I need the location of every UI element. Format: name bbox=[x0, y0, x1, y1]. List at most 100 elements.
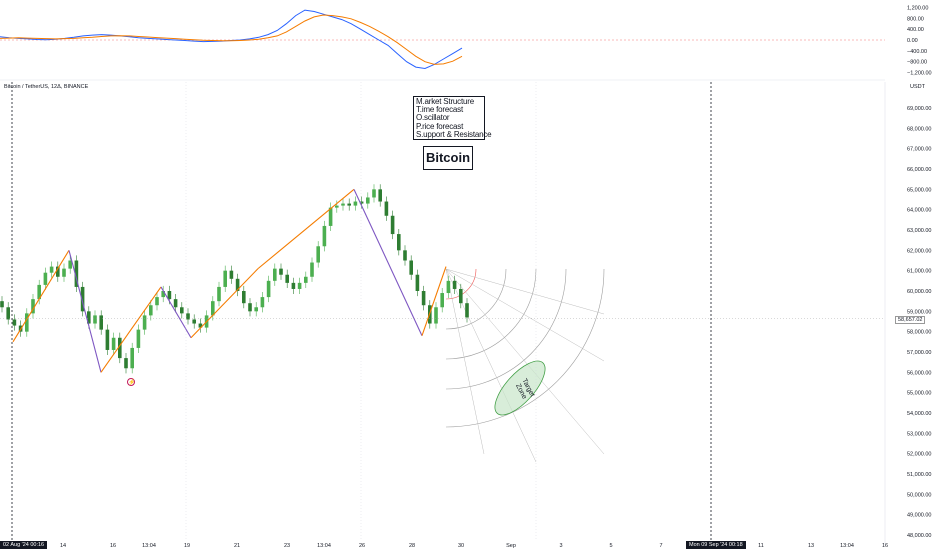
candle-body bbox=[211, 301, 215, 316]
candle-body bbox=[43, 272, 48, 285]
candle-body bbox=[459, 288, 463, 304]
candle-body bbox=[49, 266, 54, 273]
candle-body bbox=[372, 189, 376, 198]
x-tick-label: 28 bbox=[409, 543, 415, 549]
candle-body bbox=[304, 276, 308, 283]
candle-body bbox=[198, 323, 203, 328]
oscillator-tick: −400.00 bbox=[907, 49, 927, 55]
candle-body bbox=[440, 293, 444, 308]
price-tick-label: 65,000.00 bbox=[907, 187, 931, 193]
candle-body bbox=[341, 203, 345, 206]
annotation-line: T.ime forecast bbox=[416, 105, 463, 115]
x-tick-label: 7 bbox=[659, 543, 662, 549]
wave-segment bbox=[100, 286, 162, 373]
candle-body bbox=[87, 311, 91, 324]
oscillator-tick: 800.00 bbox=[907, 16, 924, 22]
fan-arc bbox=[445, 268, 537, 360]
last-price-badge: 58,657.02 bbox=[895, 316, 926, 324]
candle-body bbox=[248, 303, 252, 312]
candle-body bbox=[434, 307, 438, 324]
annotation-line: S.upport & Resistance bbox=[416, 129, 492, 139]
candle-body bbox=[378, 189, 382, 202]
price-tick-label: 61,000.00 bbox=[907, 269, 931, 275]
candle-body bbox=[192, 319, 196, 324]
candle-body bbox=[149, 305, 153, 316]
time-axis: 14 16 13:04 19 21 23 13:04 26 28 30 Sep 3 5 7 11 13 13:0… bbox=[11, 82, 888, 549]
wave-segment bbox=[12, 250, 70, 343]
candle-body bbox=[62, 268, 66, 277]
fibonacci-fan bbox=[445, 268, 605, 463]
candle-body bbox=[105, 329, 110, 350]
candle-body bbox=[279, 268, 283, 275]
x-tick-label: 21 bbox=[234, 543, 240, 549]
candle-body bbox=[403, 250, 407, 261]
candle-body bbox=[291, 282, 296, 289]
price-tick-label: 68,000.00 bbox=[907, 126, 931, 132]
price-tick-label: 64,000.00 bbox=[907, 208, 931, 214]
candlestick-series bbox=[0, 184, 469, 374]
candle-body bbox=[173, 299, 178, 308]
wave-segment bbox=[421, 266, 447, 336]
candle-body bbox=[229, 270, 234, 279]
x-tick-label: 14 bbox=[60, 543, 66, 549]
x-tick-label: 13 bbox=[808, 543, 814, 549]
annotation-box: M.arket Structure T.ime forecast O.scill… bbox=[413, 96, 492, 140]
x-tick-label: 16 bbox=[110, 543, 116, 549]
candle-body bbox=[161, 291, 165, 298]
x-tick-label: 26 bbox=[359, 543, 365, 549]
wave-segment bbox=[353, 189, 423, 336]
oscillator-tick: −800.00 bbox=[907, 60, 927, 66]
price-tick-label: 66,000.00 bbox=[907, 167, 931, 173]
candle-body bbox=[465, 303, 469, 318]
candle-body bbox=[155, 297, 159, 306]
candle-body bbox=[397, 234, 401, 251]
candle-body bbox=[297, 282, 302, 289]
candle-body bbox=[421, 291, 426, 306]
candle-body bbox=[118, 337, 122, 359]
oscillator-tick: −1,200.00 bbox=[907, 71, 932, 77]
candle-body bbox=[74, 260, 79, 287]
price-tick-label: 54,000.00 bbox=[907, 411, 931, 417]
candle-body bbox=[136, 329, 141, 348]
x-tick-label: 13:04 bbox=[840, 543, 854, 549]
wave-segment bbox=[68, 250, 102, 373]
candle-body bbox=[242, 291, 246, 304]
candle-body bbox=[31, 299, 35, 314]
candle-body bbox=[384, 201, 389, 216]
x-tick-label: 11 bbox=[758, 543, 764, 549]
candle-body bbox=[6, 307, 10, 320]
symbol-label: Bitcoin / TetherUS, 12Δ, BINANCE bbox=[4, 84, 89, 90]
candle-body bbox=[217, 286, 221, 302]
price-tick-label: 59,000.00 bbox=[907, 309, 931, 315]
candle-body bbox=[99, 315, 103, 330]
candle-body bbox=[409, 260, 413, 275]
fan-ray bbox=[445, 268, 605, 315]
candle-body bbox=[25, 313, 29, 332]
candle-body bbox=[316, 246, 320, 263]
crosshair-date-right: Mon 09 Sep '24 00:18 bbox=[686, 541, 746, 549]
x-tick-label: 13:04 bbox=[142, 543, 156, 549]
candle-body bbox=[235, 278, 240, 291]
fan-arc bbox=[445, 268, 477, 300]
candle-body bbox=[111, 337, 116, 350]
x-tick-label: 19 bbox=[184, 543, 190, 549]
annotation-line: M.arket Structure bbox=[416, 97, 474, 106]
price-tick-label: 55,000.00 bbox=[907, 391, 931, 397]
price-tick-label: 57,000.00 bbox=[907, 350, 931, 356]
candle-body bbox=[142, 315, 147, 330]
price-tick-label: 60,000.00 bbox=[907, 289, 931, 295]
axis-currency-label: USDT bbox=[910, 84, 925, 90]
price-tick-label: 62,000.00 bbox=[907, 248, 931, 254]
annotation-line: O.scillator bbox=[416, 113, 450, 123]
wave-segment bbox=[257, 188, 355, 270]
oscillator-tick: 400.00 bbox=[907, 27, 924, 33]
price-tick-label: 69,000.00 bbox=[907, 106, 931, 112]
x-tick-label: 30 bbox=[458, 543, 464, 549]
candle-body bbox=[68, 260, 72, 269]
price-tick-label: 52,000.00 bbox=[907, 452, 931, 458]
candle-body bbox=[347, 203, 351, 206]
price-tick-label: 50,000.00 bbox=[907, 492, 931, 498]
lightning-icon[interactable]: ⚡ bbox=[127, 378, 136, 386]
oscillator-line bbox=[0, 14, 463, 65]
